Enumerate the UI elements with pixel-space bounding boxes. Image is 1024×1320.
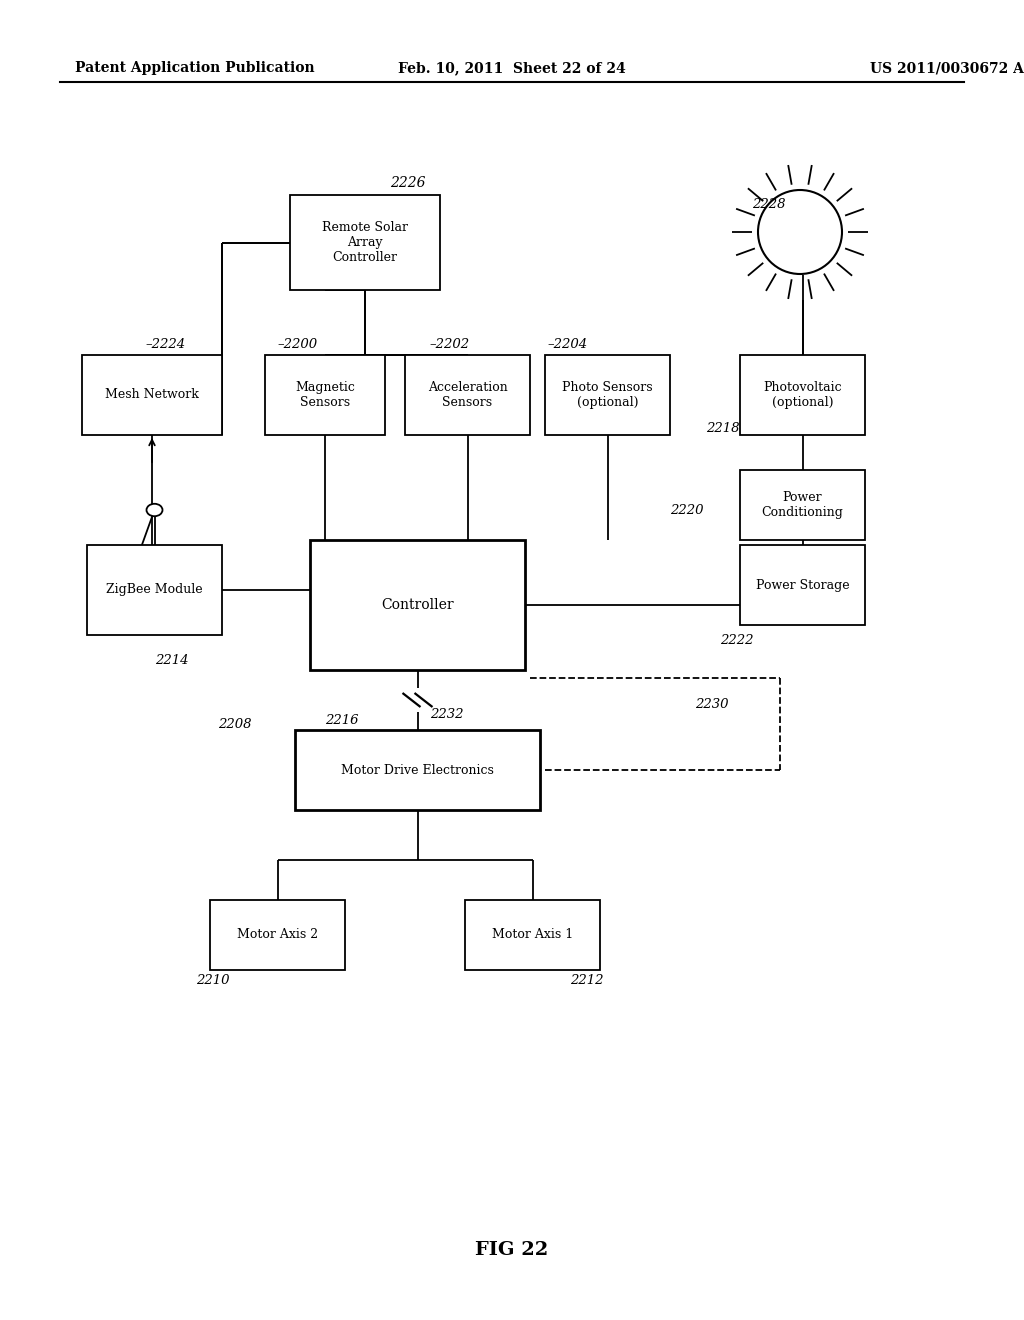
Text: 2216: 2216 — [325, 714, 358, 726]
Text: –2200: –2200 — [278, 338, 318, 351]
Text: Power
Conditioning: Power Conditioning — [762, 491, 844, 519]
Text: 2220: 2220 — [670, 503, 703, 516]
Text: US 2011/0030672 A1: US 2011/0030672 A1 — [870, 61, 1024, 75]
Text: 2222: 2222 — [720, 634, 754, 647]
Text: FIG 22: FIG 22 — [475, 1241, 549, 1259]
Text: ZigBee Module: ZigBee Module — [106, 583, 203, 597]
Bar — [310, 540, 525, 671]
Bar — [87, 545, 222, 635]
Bar — [740, 545, 865, 624]
Text: 2214: 2214 — [155, 653, 188, 667]
Text: 2228: 2228 — [752, 198, 785, 211]
Text: Photovoltaic
(optional): Photovoltaic (optional) — [763, 381, 842, 409]
Bar — [82, 355, 222, 436]
Bar — [295, 730, 540, 810]
Text: 2218: 2218 — [706, 421, 739, 434]
Text: 2232: 2232 — [430, 709, 464, 722]
Bar — [265, 355, 385, 436]
Text: Patent Application Publication: Patent Application Publication — [75, 61, 314, 75]
Bar — [465, 900, 600, 970]
Ellipse shape — [146, 504, 163, 516]
Text: Feb. 10, 2011  Sheet 22 of 24: Feb. 10, 2011 Sheet 22 of 24 — [398, 61, 626, 75]
Text: Remote Solar
Array
Controller: Remote Solar Array Controller — [322, 220, 408, 264]
Text: –2204: –2204 — [548, 338, 588, 351]
Text: Power Storage: Power Storage — [756, 578, 849, 591]
Text: –2224: –2224 — [145, 338, 185, 351]
Text: Motor Axis 2: Motor Axis 2 — [237, 928, 318, 941]
Text: –2202: –2202 — [430, 338, 470, 351]
Bar — [740, 355, 865, 436]
Text: 2226: 2226 — [390, 176, 426, 190]
Text: 2210: 2210 — [196, 974, 229, 986]
Text: Magnetic
Sensors: Magnetic Sensors — [295, 381, 355, 409]
Text: 2208: 2208 — [218, 718, 252, 731]
Text: Motor Axis 1: Motor Axis 1 — [492, 928, 573, 941]
Text: Motor Drive Electronics: Motor Drive Electronics — [341, 763, 494, 776]
Text: 2212: 2212 — [570, 974, 603, 986]
Bar — [740, 470, 865, 540]
Bar — [210, 900, 345, 970]
Circle shape — [758, 190, 842, 275]
Bar — [290, 195, 440, 290]
Text: Controller: Controller — [381, 598, 454, 612]
Text: Mesh Network: Mesh Network — [105, 388, 199, 401]
Text: Photo Sensors
(optional): Photo Sensors (optional) — [562, 381, 653, 409]
Text: 2230: 2230 — [695, 698, 728, 711]
Text: Acceleration
Sensors: Acceleration Sensors — [428, 381, 507, 409]
Bar — [545, 355, 670, 436]
Bar — [406, 355, 530, 436]
